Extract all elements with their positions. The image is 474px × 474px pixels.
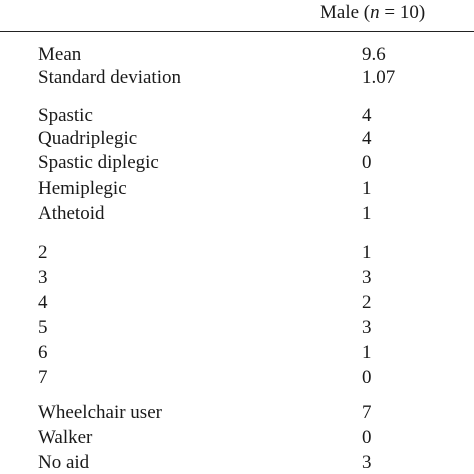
table-row: 6 1 [0, 342, 474, 364]
table-row: Standard deviation 1.07 [0, 67, 474, 89]
column-header-male: Male (n = 10) [320, 2, 425, 24]
header-rule [0, 31, 474, 32]
row-value: 0 [362, 367, 372, 388]
row-label: 5 [38, 317, 48, 338]
row-label: Athetoid [38, 203, 105, 224]
row-value: 9.6 [362, 44, 386, 65]
row-value: 1 [362, 242, 372, 263]
table-row: Walker 0 [0, 427, 474, 449]
table-header: Male (n = 10) [0, 0, 474, 32]
row-label: Hemiplegic [38, 178, 127, 199]
row-label: Quadriplegic [38, 128, 138, 149]
table-row: Spastic 4 [0, 105, 474, 127]
column-header-n: n [370, 2, 380, 23]
row-value: 7 [362, 402, 372, 423]
table-row: Wheelchair user 7 [0, 402, 474, 424]
table-row: 7 0 [0, 367, 474, 389]
row-value: 3 [362, 452, 372, 473]
table-row: Mean 9.6 [0, 44, 474, 66]
row-label: Mean [38, 44, 82, 65]
row-label: Spastic [38, 105, 93, 126]
table-row: 2 1 [0, 242, 474, 264]
row-value: 0 [362, 152, 372, 173]
row-value: 3 [362, 267, 372, 288]
row-label: 4 [38, 292, 48, 313]
column-header-suffix: = 10) [379, 2, 426, 23]
row-label: Wheelchair user [38, 402, 162, 423]
row-value: 4 [362, 128, 372, 149]
row-value: 1 [362, 342, 372, 363]
row-value: 1 [362, 203, 372, 224]
table-row: Quadriplegic 4 [0, 128, 474, 150]
row-label: 7 [38, 367, 48, 388]
column-header-prefix: Male ( [320, 2, 371, 23]
row-label: 6 [38, 342, 48, 363]
table-row: No aid 3 [0, 452, 474, 474]
row-label: No aid [38, 452, 90, 473]
row-label: 2 [38, 242, 48, 263]
row-label: Standard deviation [38, 67, 181, 88]
row-value: 4 [362, 105, 372, 126]
row-label: Spastic diplegic [38, 152, 159, 173]
row-value: 1.07 [362, 67, 396, 88]
table-row: Athetoid 1 [0, 203, 474, 225]
table-row: 3 3 [0, 267, 474, 289]
table-row: Hemiplegic 1 [0, 178, 474, 200]
table-row: 5 3 [0, 317, 474, 339]
row-value: 3 [362, 317, 372, 338]
row-label: Walker [38, 427, 93, 448]
table-row: 4 2 [0, 292, 474, 314]
row-label: 3 [38, 267, 48, 288]
row-value: 1 [362, 178, 372, 199]
row-value: 2 [362, 292, 372, 313]
row-value: 0 [362, 427, 372, 448]
table-row: Spastic diplegic 0 [0, 152, 474, 174]
